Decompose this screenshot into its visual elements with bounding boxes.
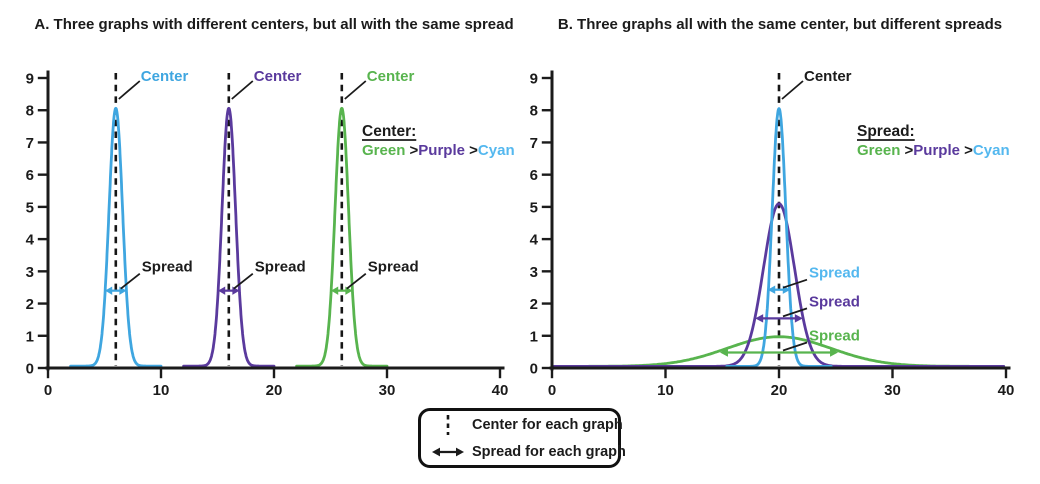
spread-arrow-head (105, 286, 113, 295)
spread-label: Spread (809, 265, 860, 282)
curve-cyan (69, 106, 163, 368)
ranking-values: Green >Purple >Cyan (857, 142, 1010, 159)
y-tick-label: 4 (530, 232, 539, 249)
x-tick-label: 20 (771, 382, 788, 399)
spread-leader-line (346, 272, 367, 290)
curve-cyan (725, 107, 833, 368)
center-leader-line (344, 80, 367, 100)
y-tick-label: 5 (530, 199, 538, 216)
center-leader-line (781, 80, 804, 100)
y-tick-label: 0 (530, 361, 538, 378)
spread-arrow-head (767, 285, 776, 294)
y-tick-label: 7 (530, 135, 538, 152)
x-tick-label: 10 (657, 382, 674, 399)
y-tick-label: 7 (26, 135, 34, 152)
y-tick-label: 6 (530, 167, 538, 184)
x-tick-label: 30 (884, 382, 901, 399)
y-tick-label: 2 (26, 296, 34, 313)
spread-arrow-head (719, 348, 728, 357)
x-tick-label: 0 (44, 382, 52, 399)
spread-label: Spread (142, 259, 193, 276)
spread-arrow-head (331, 286, 339, 295)
spread-leader-line (782, 278, 808, 289)
spread-label: Spread (809, 293, 860, 310)
spread-arrow-head (218, 286, 226, 295)
spread-leader-line (782, 307, 808, 318)
y-tick-label: 8 (530, 103, 538, 120)
legend-center-label: Center for each graph (472, 416, 623, 433)
y-tick-label: 3 (26, 264, 34, 281)
center-label: Center (804, 68, 852, 85)
x-tick-label: 0 (548, 382, 556, 399)
curve-purple (182, 106, 276, 368)
panel-b-title: B. Three graphs all with the same center… (557, 16, 1003, 33)
center-label: Center (141, 68, 189, 85)
spread-arrow-head (794, 314, 803, 323)
ranking-heading: Center: (362, 123, 416, 140)
curve-green (295, 106, 389, 368)
spread-label: Spread (809, 328, 860, 345)
y-tick-label: 6 (26, 167, 34, 184)
y-tick-label: 4 (26, 232, 35, 249)
y-tick-label: 2 (530, 296, 538, 313)
y-tick-label: 5 (26, 199, 34, 216)
center-label: Center (254, 68, 302, 85)
spread-arrow-head (830, 348, 839, 357)
x-tick-label: 20 (266, 382, 283, 399)
spread-label: Spread (255, 259, 306, 276)
y-tick-label: 1 (26, 328, 34, 345)
x-tick-label: 40 (492, 382, 509, 399)
double-arrow-icon (432, 447, 464, 456)
spread-arrow-head (755, 314, 764, 323)
spread-label: Spread (368, 259, 419, 276)
spread-leader-line (120, 272, 141, 290)
legend-spread-label: Spread for each graph (472, 443, 626, 460)
y-tick-label: 0 (26, 361, 34, 378)
ranking-values: Green >Purple >Cyan (362, 142, 515, 159)
y-tick-label: 9 (530, 71, 538, 88)
legend-box: Center for each graph Spread for each gr… (418, 408, 626, 468)
dashed-line-icon (446, 414, 450, 435)
x-tick-label: 10 (153, 382, 170, 399)
y-tick-label: 3 (530, 264, 538, 281)
panel-a-title: A. Three graphs with different centers, … (34, 16, 514, 33)
center-label: Center (367, 68, 415, 85)
y-tick-label: 9 (26, 71, 34, 88)
ranking-heading: Spread: (857, 123, 915, 140)
x-tick-label: 40 (998, 382, 1015, 399)
legend-row-spread: Spread for each graph (431, 440, 626, 464)
center-leader-line (231, 80, 254, 100)
spread-leader-line (233, 272, 254, 290)
curve-purple (552, 202, 1006, 368)
spread-leader-line (782, 341, 808, 352)
center-leader-line (118, 80, 141, 100)
x-tick-label: 30 (379, 382, 396, 399)
y-tick-label: 8 (26, 103, 34, 120)
y-tick-label: 1 (530, 328, 538, 345)
legend-row-center: Center for each graph (431, 413, 623, 437)
